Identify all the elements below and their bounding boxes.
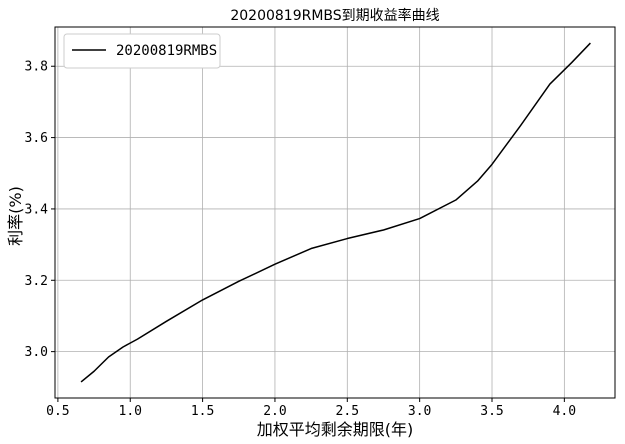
x-tick-label: 3.0 [408,404,431,419]
series-line [80,42,591,383]
legend-box [63,33,221,69]
x-tick-label: 2.5 [336,404,359,419]
x-tick-label: 2.0 [263,404,286,419]
y-axis-ticks: 3.0 3.2 3.4 3.6 3.8 [25,60,55,360]
x-axis-label: 加权平均剩余期限(年) [257,420,414,439]
y-tick-label: 3.2 [25,274,48,289]
y-tick-label: 3.8 [25,60,48,75]
x-tick-label: 1.0 [119,404,142,419]
legend-series-label: 20200819RMBS [116,43,217,59]
x-tick-label: 0.5 [46,404,69,419]
y-tick-label: 3.4 [25,202,49,217]
plot-frame [54,26,616,399]
x-tick-label: 4.0 [553,404,576,419]
x-tick-label: 1.5 [191,404,214,419]
y-tick-label: 3.0 [25,345,48,360]
chart-title: 20200819RMBS到期收益率曲线 [230,7,439,24]
y-tick-label: 3.6 [25,131,48,146]
legend: 20200819RMBS [63,33,221,69]
grid-lines [55,27,615,398]
y-axis-label: 利率(%) [6,186,25,246]
series-layer [80,42,591,383]
x-tick-label: 3.5 [480,404,503,419]
x-axis-ticks: 0.5 1.0 1.5 2.0 2.5 3.0 3.5 4.0 [46,398,576,419]
